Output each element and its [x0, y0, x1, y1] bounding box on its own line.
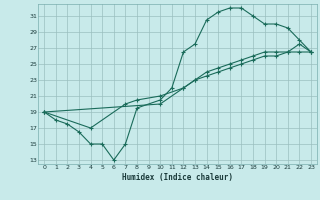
- X-axis label: Humidex (Indice chaleur): Humidex (Indice chaleur): [122, 173, 233, 182]
